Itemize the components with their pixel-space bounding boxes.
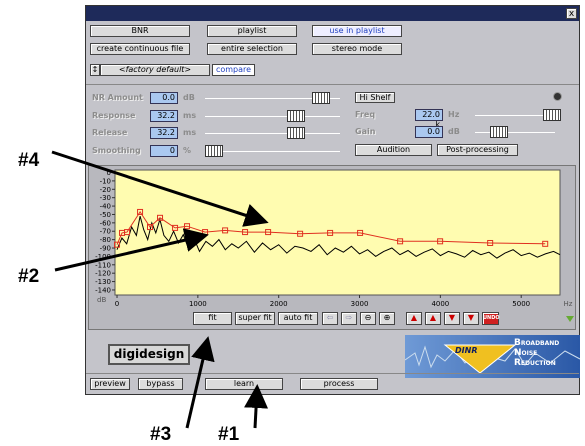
page: x BNR playlist use in playlist create co… [0, 0, 585, 446]
arrow [55, 236, 203, 270]
arrow [187, 342, 207, 428]
annotation-arrows [0, 0, 585, 446]
annotation: #2 [18, 266, 39, 288]
annotation: #4 [18, 150, 39, 172]
arrow [52, 152, 263, 221]
annotation: #1 [218, 424, 239, 446]
arrow [255, 390, 257, 428]
annotation: #3 [150, 424, 171, 446]
